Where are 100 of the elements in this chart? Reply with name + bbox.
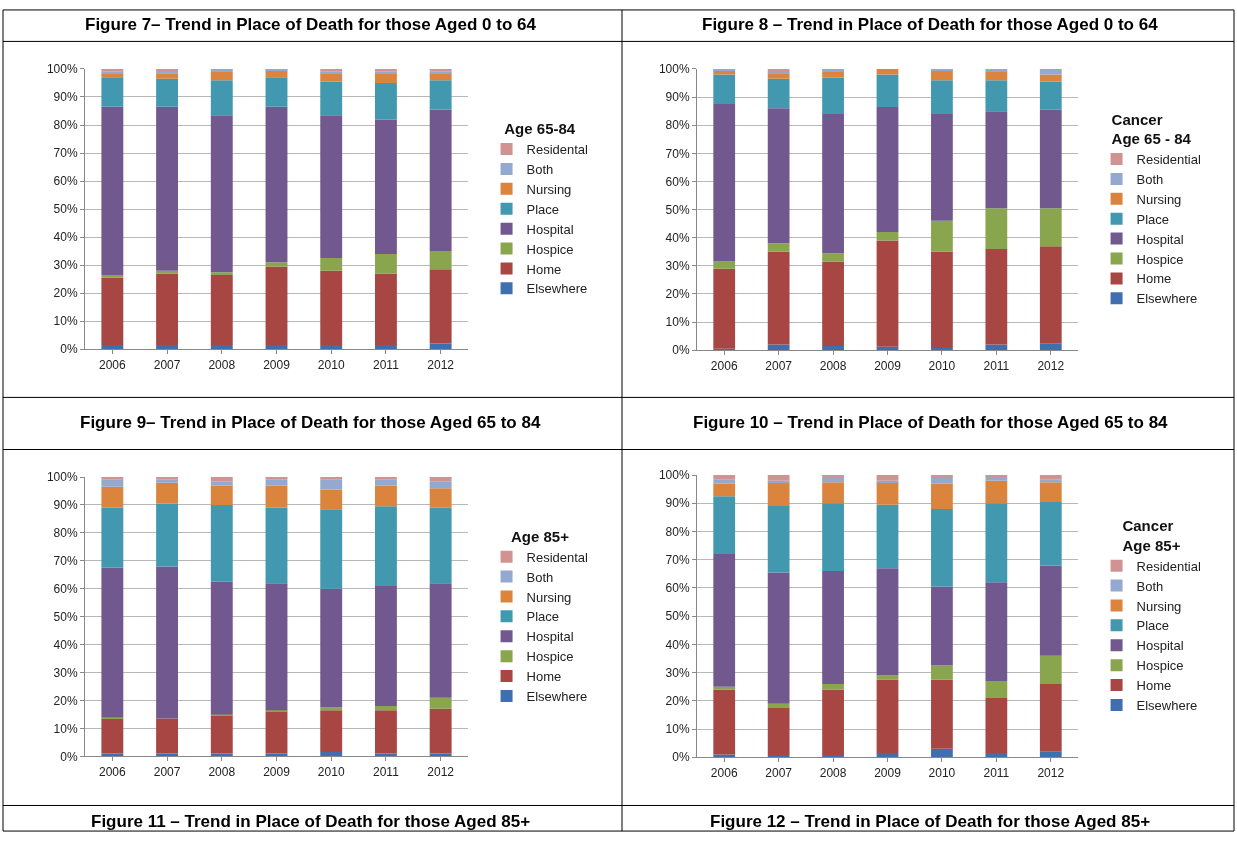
bar (265, 583, 288, 711)
bar (374, 710, 397, 754)
bar (822, 345, 844, 351)
bar (320, 258, 343, 271)
bar (876, 753, 899, 758)
y-tick-label: 60% (53, 581, 78, 596)
legend-label: Hospital (1136, 231, 1184, 247)
bar (210, 71, 233, 81)
bar (713, 104, 736, 262)
bar (156, 73, 179, 79)
bar (713, 689, 736, 755)
y-tick-label: 70% (665, 552, 690, 567)
bar (101, 477, 124, 480)
x-tick-label: 2007 (765, 358, 793, 373)
bar (429, 583, 452, 698)
bar (876, 240, 899, 347)
bar (265, 711, 288, 754)
bar (985, 753, 1008, 758)
bar (429, 269, 452, 344)
bar (210, 715, 233, 754)
y-tick-label: 0% (672, 750, 690, 765)
legend-label: Place (526, 201, 560, 217)
legend-label: Nursing (526, 589, 572, 605)
y-tick-label: 60% (665, 174, 690, 189)
bar (1039, 501, 1062, 566)
bar (1039, 565, 1062, 656)
bar (985, 71, 1008, 81)
bar (767, 572, 790, 704)
bar (210, 272, 233, 275)
bar (822, 475, 844, 478)
legend-label: Hospice (1136, 658, 1184, 674)
bar (429, 251, 452, 270)
bar (374, 477, 397, 480)
chart-title: Figure 10 – Trend in Place of Death for those Aged 65 to 84 (693, 413, 1169, 432)
legend-title: Cancer Age 65 - 84 (1111, 110, 1192, 148)
bar (374, 706, 397, 711)
y-tick-label: 60% (665, 581, 690, 596)
legend-label: Both (1136, 171, 1164, 187)
x-tick-label: 2007 (153, 357, 181, 372)
x-tick-label: 2009 (874, 765, 902, 780)
y-tick-label: 0% (672, 343, 690, 358)
bar (985, 582, 1008, 682)
x-tick-label: 2011 (983, 358, 1010, 373)
bar (876, 74, 899, 107)
x-tick-label: 2008 (208, 764, 236, 779)
legend-label: Hospital (1136, 638, 1184, 654)
caption: Figure 11 – Trend in Place of Death for those Aged 85+ (91, 812, 531, 831)
y-tick-label: 30% (53, 665, 78, 680)
y-tick-label: 100% (46, 470, 78, 485)
x-tick-label: 2011 (373, 764, 400, 779)
y-tick-label: 30% (53, 258, 78, 273)
x-tick-label: 2006 (710, 765, 738, 780)
legend-label: Hospice (1136, 251, 1184, 267)
bar (320, 707, 343, 711)
bar (713, 754, 736, 758)
bar (374, 479, 397, 486)
bar (1039, 343, 1062, 351)
x-tick-label: 2011 (983, 765, 1010, 780)
legend-label: Both (1136, 578, 1164, 594)
bar (931, 70, 953, 81)
y-tick-label: 90% (53, 90, 78, 105)
bar (265, 77, 288, 107)
bar (1039, 655, 1062, 684)
bar (320, 477, 343, 480)
y-tick-label: 60% (53, 174, 78, 189)
y-tick-label: 40% (665, 637, 690, 652)
bar (374, 73, 397, 83)
bar (1039, 208, 1062, 247)
bar (429, 109, 452, 252)
bar (931, 508, 953, 587)
y-tick-label: 50% (53, 202, 78, 217)
bar (265, 345, 288, 350)
bar (429, 697, 452, 709)
bar (822, 683, 844, 690)
bar (374, 273, 397, 345)
bar (210, 485, 233, 505)
x-tick-label: 2011 (373, 357, 400, 372)
x-tick-label: 2006 (710, 358, 738, 373)
bar (876, 679, 899, 754)
x-tick-label: 2006 (99, 357, 127, 372)
bar (320, 115, 343, 259)
x-tick-label: 2010 (317, 764, 345, 779)
bar (713, 70, 736, 75)
bar (713, 483, 736, 497)
bar (210, 504, 233, 582)
y-tick-label: 50% (665, 609, 690, 624)
bar (210, 581, 233, 715)
x-tick-label: 2012 (427, 764, 455, 779)
bar (713, 74, 736, 105)
bar (101, 567, 124, 718)
bar (822, 755, 844, 758)
legend-label: Elsewhere (526, 689, 588, 704)
bar (101, 345, 124, 350)
bar (320, 588, 343, 708)
bar (876, 504, 899, 569)
bar (320, 270, 343, 345)
bar (374, 253, 397, 274)
bar (822, 477, 844, 483)
legend-label: Both (526, 162, 554, 177)
bar (320, 73, 343, 82)
